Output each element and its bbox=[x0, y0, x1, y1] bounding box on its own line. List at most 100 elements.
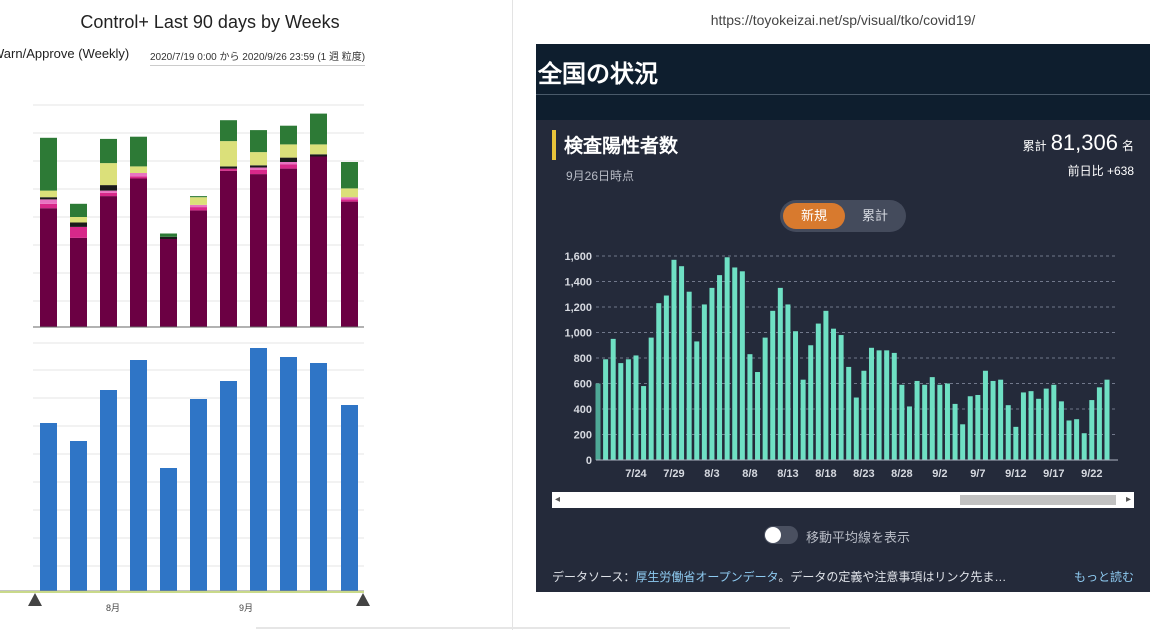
diff-value: +638 bbox=[1106, 164, 1134, 178]
x-tick-label: 9/22 bbox=[1081, 468, 1102, 480]
bottom-divider bbox=[256, 627, 790, 629]
daily-bar bbox=[846, 366, 852, 460]
y-tick-label: 0 bbox=[586, 455, 592, 467]
stacked-bar-segment bbox=[190, 204, 207, 208]
stacked-bar-segment bbox=[40, 190, 57, 198]
region-title: 全国の状況 bbox=[538, 61, 658, 88]
stacked-bar-segment bbox=[40, 197, 57, 200]
view-toggle: 新規 累計 bbox=[780, 200, 906, 232]
tab-new-cases[interactable]: 新規 bbox=[783, 203, 845, 229]
daily-bar bbox=[694, 341, 700, 460]
stacked-bar-segment bbox=[250, 167, 267, 170]
daily-bar bbox=[800, 379, 806, 460]
daily-bar bbox=[793, 331, 799, 460]
weekly-blue-bar bbox=[70, 441, 87, 591]
stacked-bar-segment bbox=[160, 236, 177, 239]
scroll-left-arrow-icon[interactable]: ◂ bbox=[555, 494, 561, 505]
range-start-handle-icon bbox=[28, 593, 42, 606]
covid-dashboard: 全国の状況 検査陽性者数 9月26日時点 累計 81,306 名 前日比 +638 … bbox=[536, 44, 1150, 592]
stacked-bar-segment bbox=[130, 173, 147, 177]
weekly-blue-bar bbox=[310, 363, 327, 591]
total-unit: 名 bbox=[1121, 139, 1134, 153]
stacked-bar-segment bbox=[70, 226, 87, 238]
stacked-bar-segment bbox=[40, 199, 57, 204]
daily-bar bbox=[990, 380, 996, 460]
y-tick-label: 200 bbox=[574, 430, 592, 442]
source-link[interactable]: 厚生労働省オープンデータ bbox=[635, 570, 779, 584]
diff-label: 前日比 bbox=[1067, 164, 1104, 178]
stacked-bar-segment bbox=[250, 152, 267, 166]
y-tick-label: 400 bbox=[574, 404, 592, 416]
daily-bar bbox=[595, 383, 601, 460]
x-tick-label: 8/28 bbox=[891, 468, 912, 480]
daily-bar bbox=[891, 352, 897, 460]
stacked-bar-segment bbox=[250, 165, 267, 168]
tab-cumulative[interactable]: 累計 bbox=[861, 208, 888, 223]
scrollbar-thumb[interactable] bbox=[960, 495, 1116, 505]
daily-bar bbox=[671, 259, 677, 460]
daily-bar bbox=[1104, 379, 1110, 460]
weekly-blue-bar bbox=[250, 348, 267, 591]
daily-bar bbox=[967, 396, 973, 460]
daily-bar bbox=[838, 335, 844, 460]
daily-cases-chart: 0 200 400 600 800 1,000 1,200 1,400 1,600 7/24 7/2… bbox=[564, 251, 1118, 480]
daily-bar bbox=[1036, 398, 1042, 460]
stacked-bar-segment bbox=[341, 197, 358, 200]
daily-bar bbox=[975, 394, 981, 460]
stacked-bar-segment bbox=[220, 170, 237, 327]
daily-bar bbox=[1013, 426, 1019, 460]
toggle-knob bbox=[765, 527, 781, 543]
read-more-link[interactable]: もっと読む bbox=[1073, 570, 1134, 584]
stacked-bar-segment bbox=[280, 162, 297, 165]
moving-average-toggle[interactable] bbox=[764, 526, 798, 544]
stacked-bar-segment bbox=[310, 154, 327, 157]
daily-bar bbox=[686, 291, 692, 460]
daily-bar bbox=[944, 383, 950, 460]
stacked-bar-segment bbox=[130, 166, 147, 173]
stacked-bar-segment bbox=[341, 201, 358, 327]
page-url[interactable]: https://toyokeizai.net/sp/visual/tko/cov… bbox=[710, 12, 976, 28]
daily-bar bbox=[982, 370, 988, 460]
stacked-bar-segment bbox=[130, 176, 147, 179]
scroll-right-arrow-icon[interactable]: ▸ bbox=[1125, 494, 1131, 505]
daily-bar bbox=[1051, 384, 1057, 460]
y-tick-label: 1,000 bbox=[564, 328, 592, 340]
stacked-bar-segment bbox=[70, 222, 87, 227]
y-tick-label: 800 bbox=[574, 353, 592, 365]
daily-bar bbox=[899, 384, 905, 460]
x-tick-label: 8/3 bbox=[704, 468, 719, 480]
stacked-bar-segment bbox=[100, 190, 117, 193]
stacked-bar-segment bbox=[250, 130, 267, 153]
card-as-of-date: 9月26日時点 bbox=[566, 169, 635, 183]
x-tick-label: 8/18 bbox=[815, 468, 836, 480]
stacked-bar-segment bbox=[280, 157, 297, 162]
range-end-handle-icon bbox=[356, 593, 370, 606]
weekly-blue-bar bbox=[280, 357, 297, 591]
daily-bar bbox=[1074, 419, 1080, 460]
daily-bar bbox=[808, 345, 814, 460]
weekly-blue-bar bbox=[40, 423, 57, 591]
total-value: 81,306 bbox=[1050, 130, 1118, 155]
source-prefix: データソース： bbox=[552, 570, 636, 584]
stacked-bar-segment bbox=[280, 168, 297, 327]
month-tick-label: 8月 bbox=[106, 603, 120, 613]
daily-bar bbox=[625, 359, 631, 460]
region-divider bbox=[536, 94, 1150, 95]
daily-bar bbox=[1028, 391, 1034, 460]
y-tick-label: 1,400 bbox=[564, 277, 592, 289]
stacked-bar-segment bbox=[310, 156, 327, 327]
stacked-bar-segment bbox=[40, 137, 57, 191]
stacked-bar-segment bbox=[40, 208, 57, 327]
daily-bar bbox=[906, 406, 912, 460]
daily-bar bbox=[633, 355, 639, 460]
daily-bar bbox=[641, 386, 647, 460]
chart-horizontal-scrollbar[interactable]: ◂ ▸ bbox=[552, 492, 1134, 508]
daily-bar bbox=[998, 379, 1004, 460]
x-tick-label: 9/12 bbox=[1005, 468, 1026, 480]
daily-bar bbox=[762, 337, 768, 460]
daily-bar bbox=[1096, 387, 1102, 460]
stacked-bar-segment bbox=[190, 197, 207, 205]
daily-bar bbox=[770, 310, 776, 460]
stacked-bar-segment bbox=[130, 136, 147, 167]
left-chart-date-range: 2020/7/19 0:00 から 2020/9/26 23:59 (1 週 粒… bbox=[150, 48, 366, 66]
